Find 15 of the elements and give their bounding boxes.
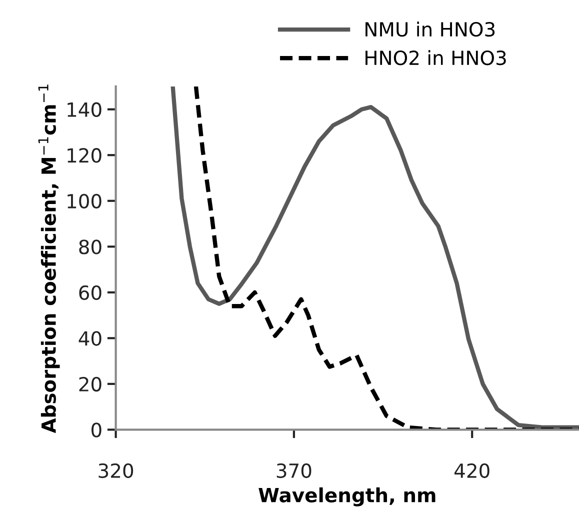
y-tick-label: 60	[79, 285, 102, 300]
y-tick-label: 100	[68, 194, 102, 209]
y-tick-label: 140	[68, 102, 102, 118]
y-axis-title: Absorption coefficient, M$^{−1}$cm$^{−1}$	[38, 84, 60, 434]
y-tick-label: 120	[68, 148, 102, 163]
x-tick-label: 420	[454, 463, 490, 478]
legend-label: HNO2 in HNO3	[366, 50, 506, 66]
x-tick-label: 370	[276, 463, 312, 478]
y-tick-label: 80	[79, 240, 102, 254]
x-tick-label: 320	[98, 463, 134, 478]
y-tick-label: 40	[78, 331, 102, 346]
x-axis-title: Wavelength, nm	[258, 487, 436, 506]
legend-label: NMU in HNO3	[366, 22, 495, 37]
y-tick-label: 20	[79, 376, 102, 392]
y-tick-label: 0	[92, 422, 102, 438]
